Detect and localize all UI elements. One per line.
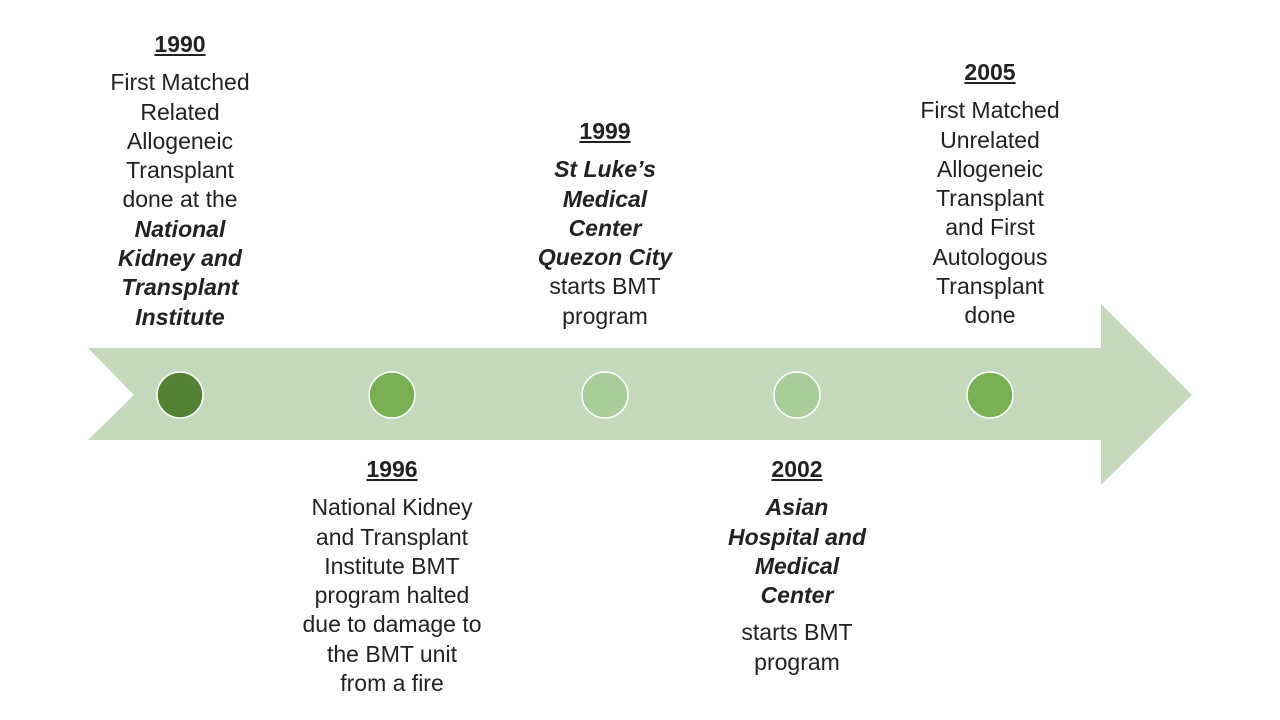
timeline-dot-2002 — [773, 371, 821, 419]
event-year: 2002 — [771, 456, 823, 482]
event-description-text: program — [754, 648, 840, 675]
timeline-arrow — [88, 304, 1192, 485]
timeline-dot-1996 — [368, 371, 416, 419]
event-description-text: done — [964, 302, 1016, 329]
event-institution-text: National — [134, 215, 226, 242]
event-description-text: and First — [945, 214, 1035, 241]
timeline-event-1996: 1996 National Kidney and Transplant Institu… — [287, 455, 497, 698]
event-institution-text: Institute — [135, 303, 225, 330]
event-description-text: Transplant — [936, 273, 1044, 300]
event-institution-text: Kidney and — [118, 245, 242, 272]
event-institution-text: Medical — [562, 185, 648, 212]
timeline-event-1999: 1999 St Luke’s Medical Center Quezon City sta… — [525, 117, 685, 331]
event-description-text: Related — [140, 98, 220, 125]
event-institution-text: Quezon City — [537, 244, 673, 271]
event-description-text: First Matched — [920, 97, 1060, 124]
event-description-text: done at the — [122, 186, 238, 213]
event-description-text: First Matched — [110, 69, 250, 96]
event-description-text: from a fire — [340, 670, 444, 697]
event-description-text: due to damage to — [302, 611, 482, 638]
event-description-text: Allogeneic — [126, 127, 234, 154]
event-description-text: Institute BMT — [324, 552, 460, 579]
event-description-text: Autologous — [932, 243, 1048, 270]
event-institution-text: Asian — [765, 494, 829, 521]
event-institution-text: Center — [568, 214, 642, 241]
timeline-event-2005: 2005 First Matched Unrelated Allogeneic Tran… — [905, 58, 1075, 331]
event-year: 1990 — [154, 31, 206, 57]
event-institution-text: Medical — [754, 552, 840, 579]
event-institution-text: St Luke’s — [554, 156, 656, 183]
timeline-dot-2005 — [966, 371, 1014, 419]
timeline-dot-1990 — [156, 371, 204, 419]
event-description-text: program — [562, 302, 648, 329]
event-description-text: starts BMT — [741, 619, 853, 646]
event-year: 1999 — [579, 118, 631, 144]
event-description-text: and Transplant — [315, 523, 469, 550]
event-description-text: Transplant — [936, 185, 1044, 212]
event-description-text: Transplant — [126, 157, 234, 184]
event-description-text: the BMT unit — [327, 640, 457, 667]
event-description-text: program halted — [314, 582, 470, 609]
event-institution-text: Transplant — [121, 274, 239, 301]
timeline-dot-1999 — [581, 371, 629, 419]
event-description-text: National Kidney — [311, 494, 473, 521]
event-institution-text: Center — [760, 582, 834, 609]
timeline-event-2002: 2002 Asian Hospital and Medical Center starts… — [717, 455, 877, 677]
event-description-text: Unrelated — [940, 126, 1040, 153]
event-description-text: starts BMT — [549, 273, 661, 300]
event-institution-text: Hospital and — [727, 523, 866, 550]
event-year: 1996 — [366, 456, 418, 482]
timeline-event-1990: 1990 First Matched Related Allogeneic Transp… — [95, 30, 265, 332]
event-description-text: Allogeneic — [936, 155, 1044, 182]
event-year: 2005 — [964, 59, 1016, 85]
